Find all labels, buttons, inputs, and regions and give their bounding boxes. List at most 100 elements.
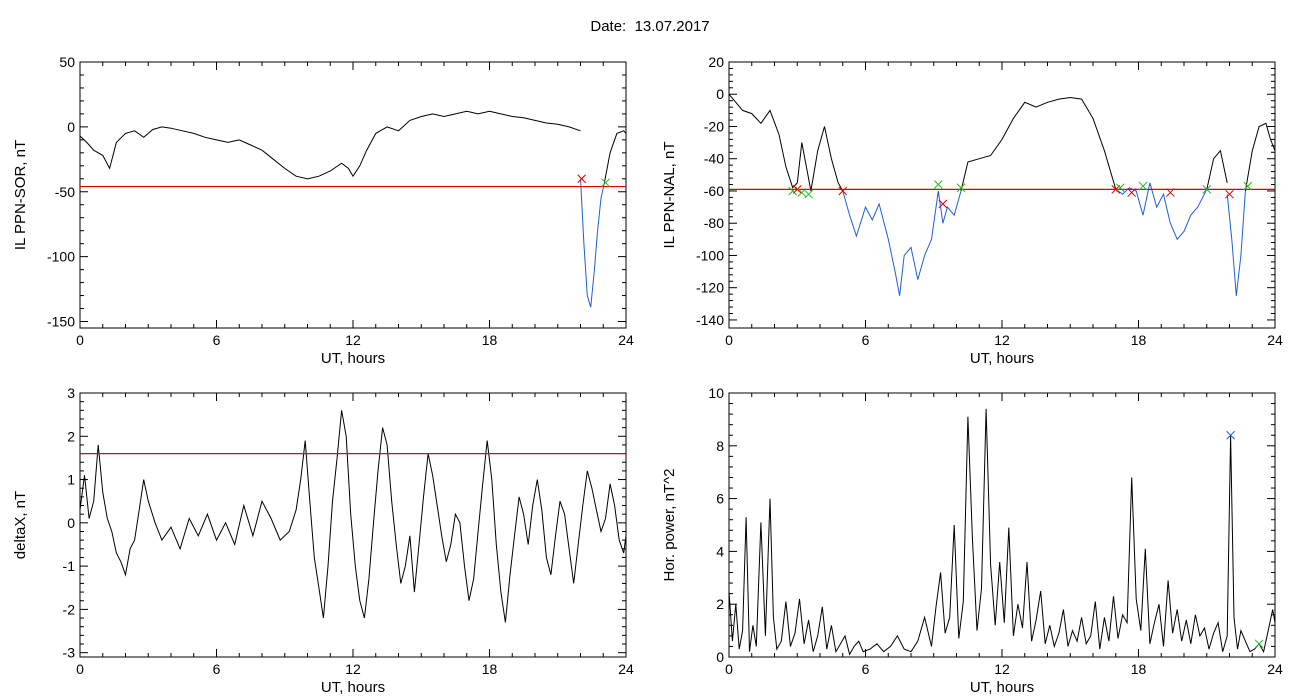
cross-marker <box>601 178 610 188</box>
plot-frame <box>728 61 1276 329</box>
cross-marker <box>1138 181 1148 191</box>
cross-marker <box>1127 188 1137 197</box>
x-tick-label: 24 <box>618 332 634 348</box>
y-tick-label: 20 <box>708 54 724 70</box>
y-tick-label: 2 <box>716 596 724 612</box>
cross-stroke <box>1165 188 1175 197</box>
cross-stroke <box>956 183 966 193</box>
cross-stroke <box>1254 639 1264 649</box>
x-tick-label: 18 <box>1131 661 1147 677</box>
y-tick-label: 0 <box>67 515 75 531</box>
y-tick-label: -1 <box>63 558 76 574</box>
y-tick-label: 0 <box>716 86 724 102</box>
cross-marker <box>1165 188 1175 197</box>
cross-stroke <box>804 189 813 199</box>
cross-marker <box>956 183 966 193</box>
plot-frame <box>79 392 627 658</box>
series-line-3 <box>1115 182 1208 241</box>
date-value: 13.07.2017 <box>634 18 710 35</box>
x-tick-label: 0 <box>76 332 84 348</box>
y-tick-label: -40 <box>704 151 724 167</box>
series-line-0 <box>79 410 627 623</box>
cross-stroke <box>1127 188 1137 197</box>
y-tick-label: -60 <box>704 183 724 199</box>
cross-stroke <box>1111 185 1121 194</box>
x-tick-label: 24 <box>1267 661 1283 677</box>
cross-stroke <box>788 186 798 196</box>
x-tick-label: 6 <box>862 332 870 348</box>
y-tick-label: 4 <box>716 543 724 559</box>
cross-marker <box>838 186 848 196</box>
cross-marker <box>1225 189 1234 199</box>
x-axis-label: UT, hours <box>970 679 1034 696</box>
series-line-6 <box>1244 122 1276 192</box>
y-tick-label: 10 <box>708 385 724 401</box>
cross-marker <box>792 185 802 194</box>
cross-stroke <box>577 174 586 184</box>
cross-stroke <box>792 185 802 194</box>
cross-marker <box>1202 185 1212 194</box>
y-tick-label: 3 <box>67 385 75 401</box>
series-line-5 <box>1226 190 1246 296</box>
cross-stroke <box>938 199 948 209</box>
series-line-2 <box>960 96 1117 192</box>
x-tick-label: 6 <box>213 661 221 677</box>
y-axis-label: deltaX, nT <box>12 491 29 559</box>
cross-marker <box>797 188 807 197</box>
cross-stroke <box>1202 185 1212 194</box>
y-tick-label: 50 <box>59 54 75 70</box>
cross-stroke <box>838 186 848 196</box>
y-tick-label: 2 <box>67 428 75 444</box>
cross-marker <box>1243 181 1253 191</box>
plot-frame <box>79 61 627 329</box>
x-tick-label: 0 <box>76 661 84 677</box>
y-tick-label: -50 <box>55 184 75 200</box>
x-tick-label: 18 <box>1131 332 1147 348</box>
plot-frame <box>728 392 1276 658</box>
chart-il-ppn-sor: 0 6 12 18 24 -150 -100 -50 0 50 UT, hours IL PPN-SO… <box>12 54 634 367</box>
x-tick-label: 24 <box>618 661 634 677</box>
y-tick-label: 1 <box>67 472 75 488</box>
x-tick-label: 18 <box>482 332 498 348</box>
y-tick-label: 0 <box>67 119 75 135</box>
series-line-1 <box>580 178 605 308</box>
y-tick-label: -3 <box>63 645 76 661</box>
cross-marker <box>933 180 943 189</box>
x-axis-label: UT, hours <box>970 350 1034 367</box>
series-line-0 <box>728 93 844 192</box>
y-tick-label: 0 <box>716 649 724 665</box>
series-line-0 <box>728 408 1276 656</box>
cross-stroke <box>1138 181 1148 191</box>
x-tick-label: 0 <box>725 332 733 348</box>
series-line-4 <box>1206 149 1228 190</box>
cross-stroke <box>601 178 610 188</box>
y-tick-label: -100 <box>47 249 75 265</box>
cross-stroke <box>1225 189 1234 199</box>
y-axis-label: IL PPN-NAL, nT <box>661 142 678 249</box>
x-tick-label: 6 <box>862 661 870 677</box>
y-tick-label: -80 <box>704 215 724 231</box>
y-axis-label: Hor. power, nT^2 <box>661 469 678 582</box>
x-tick-label: 12 <box>345 332 361 348</box>
cross-marker <box>1226 430 1235 440</box>
y-tick-label: -120 <box>696 280 724 296</box>
x-tick-label: 18 <box>482 661 498 677</box>
page-title: Date: 13.07.2017 <box>0 18 1300 35</box>
cross-marker <box>577 174 586 184</box>
y-tick-label: -100 <box>696 247 724 263</box>
cross-marker <box>1115 183 1125 193</box>
y-tick-label: 6 <box>716 491 724 507</box>
x-axis-label: UT, hours <box>321 350 385 367</box>
x-tick-label: 0 <box>725 661 733 677</box>
y-tick-label: -20 <box>704 118 724 134</box>
y-tick-label: -140 <box>696 312 724 328</box>
x-axis-label: UT, hours <box>321 679 385 696</box>
cross-stroke <box>1226 430 1235 440</box>
x-tick-label: 12 <box>994 332 1010 348</box>
cross-marker <box>1254 639 1264 649</box>
cross-stroke <box>1243 181 1253 191</box>
series-line-2 <box>603 130 627 183</box>
